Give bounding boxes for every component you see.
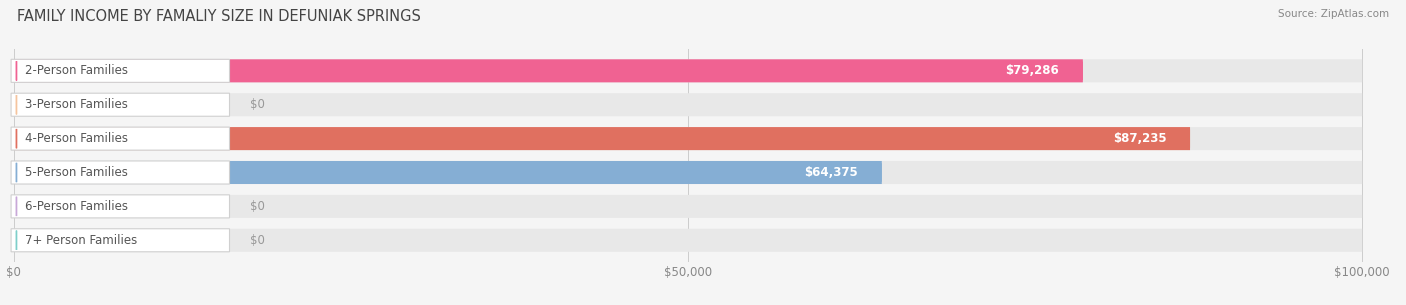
Text: 2-Person Families: 2-Person Families: [24, 64, 128, 77]
Text: Source: ZipAtlas.com: Source: ZipAtlas.com: [1278, 9, 1389, 19]
Text: 5-Person Families: 5-Person Families: [24, 166, 128, 179]
Text: $64,375: $64,375: [804, 166, 858, 179]
Text: 7+ Person Families: 7+ Person Families: [24, 234, 136, 247]
FancyBboxPatch shape: [14, 195, 1362, 218]
FancyBboxPatch shape: [14, 59, 1083, 82]
Text: $79,286: $79,286: [1005, 64, 1059, 77]
Text: $0: $0: [250, 98, 264, 111]
Text: $87,235: $87,235: [1112, 132, 1167, 145]
FancyBboxPatch shape: [11, 59, 229, 82]
FancyBboxPatch shape: [14, 93, 1362, 116]
FancyBboxPatch shape: [14, 229, 1362, 252]
FancyBboxPatch shape: [14, 161, 1362, 184]
FancyBboxPatch shape: [11, 195, 229, 218]
FancyBboxPatch shape: [14, 161, 882, 184]
FancyBboxPatch shape: [11, 229, 229, 252]
Text: $0: $0: [250, 200, 264, 213]
Text: $0: $0: [250, 234, 264, 247]
FancyBboxPatch shape: [11, 127, 229, 150]
FancyBboxPatch shape: [981, 62, 1083, 80]
Text: 6-Person Families: 6-Person Families: [24, 200, 128, 213]
Text: 4-Person Families: 4-Person Families: [24, 132, 128, 145]
FancyBboxPatch shape: [14, 127, 1189, 150]
FancyBboxPatch shape: [14, 127, 1362, 150]
FancyBboxPatch shape: [11, 93, 229, 116]
Text: 3-Person Families: 3-Person Families: [24, 98, 128, 111]
FancyBboxPatch shape: [14, 59, 1362, 82]
FancyBboxPatch shape: [11, 161, 229, 184]
FancyBboxPatch shape: [780, 163, 882, 182]
Text: FAMILY INCOME BY FAMALIY SIZE IN DEFUNIAK SPRINGS: FAMILY INCOME BY FAMALIY SIZE IN DEFUNIA…: [17, 9, 420, 24]
FancyBboxPatch shape: [1088, 129, 1189, 148]
